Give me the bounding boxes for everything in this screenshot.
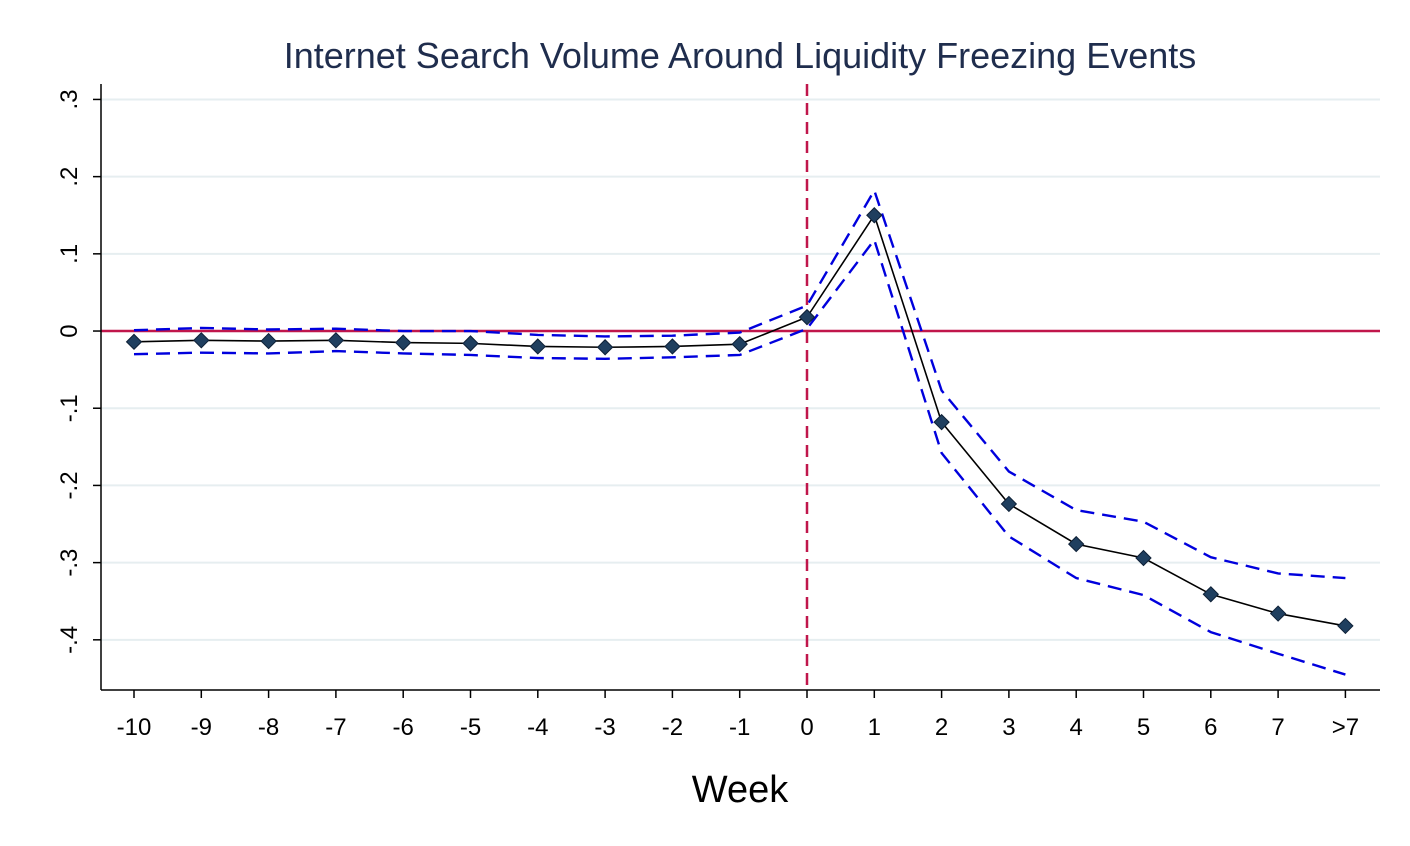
data-point [933,413,950,431]
x-tick-label: -5 [460,714,481,741]
data-point [596,339,614,356]
series-lines [133,187,1346,676]
x-tick-label: >7 [1332,714,1359,741]
x-tick-label: 0 [800,714,813,741]
series-line-estimate [133,213,1346,627]
data-markers [125,207,1354,635]
y-tick-label: .3 [56,89,83,109]
x-tick-label: -4 [527,714,548,741]
data-point [260,332,277,350]
data-point [1202,586,1220,603]
x-axis-title: Week [692,769,789,811]
data-point [798,308,816,326]
y-tick-label: .2 [56,167,83,187]
y-tick-label: 0 [56,324,83,337]
data-point [664,338,681,355]
chart-title: Internet Search Volume Around Liquidity … [284,35,1197,76]
x-tick-label: 5 [1137,714,1150,741]
y-axis-ticks: .3 .2 .1 0 -.1 -.2 -.3 -.4 [56,89,101,654]
data-point [731,335,748,353]
y-tick-label: -.3 [56,549,83,577]
data-point [327,332,345,349]
axes [100,84,1380,691]
x-tick-label: -9 [191,714,212,741]
x-tick-label: -1 [729,714,750,741]
grid-lines [101,98,1380,641]
reference-lines [101,84,1380,690]
data-point [394,334,412,351]
y-tick-label: .1 [56,244,83,264]
data-point [1000,495,1018,513]
series-line-lower-ci [133,237,1346,676]
data-point [462,335,479,352]
x-tick-label: -6 [393,714,414,741]
data-point [1135,549,1152,567]
data-point [1067,535,1085,553]
data-point [1337,617,1354,635]
x-tick-label: -10 [117,714,152,741]
series-line-upper-ci [133,187,1346,580]
y-tick-label: -.2 [56,471,83,499]
x-tick-label: -7 [325,714,346,741]
x-tick-label: -2 [662,714,683,741]
data-point [529,338,547,355]
data-point [866,207,883,224]
x-tick-label: 4 [1070,714,1083,741]
x-tick-label: -8 [258,714,279,741]
data-point [1269,605,1287,622]
data-point [125,333,143,351]
x-tick-label: 2 [935,714,948,741]
y-tick-label: -.4 [56,626,83,654]
x-tick-label: 3 [1002,714,1015,741]
x-tick-label: 6 [1204,714,1217,741]
y-tick-label: -.1 [56,394,83,422]
x-tick-label: -3 [594,714,615,741]
x-tick-label: 7 [1271,714,1284,741]
data-point [193,332,210,349]
x-tick-label: 1 [868,714,881,741]
x-axis-ticks: -10 -9 -8 -7 -6 -5 -4 -3 -2 -1 0 1 2 3 4 5 6 7 >7 [117,690,1359,741]
